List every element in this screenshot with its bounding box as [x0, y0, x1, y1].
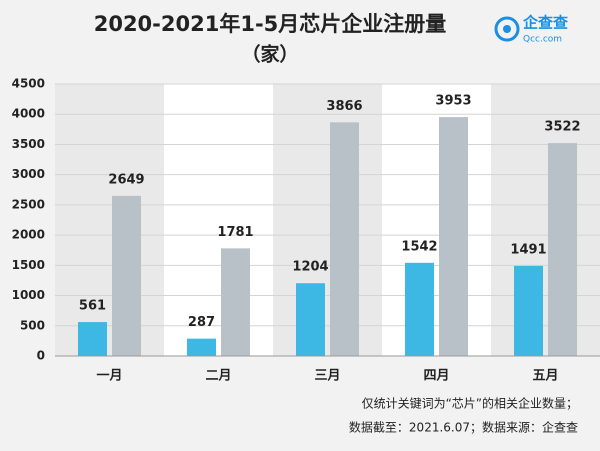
bar: [221, 248, 250, 356]
bar: [187, 338, 216, 356]
value-label: 3953: [435, 94, 471, 109]
bar: [112, 195, 141, 356]
bar: [548, 143, 577, 356]
logo-icon: [494, 16, 520, 42]
logo: 企查查 Qcc.com: [494, 14, 569, 45]
logo-icon-dot: [503, 25, 511, 33]
y-tick-label: 1500: [12, 258, 45, 272]
bar: [78, 322, 107, 356]
value-label: 561: [79, 299, 106, 314]
annotation: 仅统计关键词为“芯片”的相关企业数量；: [362, 396, 578, 411]
x-tick-label: 五月: [532, 369, 558, 384]
value-label: 3522: [544, 120, 580, 135]
band: [382, 84, 491, 356]
y-tick-label: 4500: [12, 77, 45, 91]
logo-domain: Qcc.com: [523, 35, 562, 45]
y-tick-label: 4000: [12, 107, 45, 121]
value-label: 2649: [108, 172, 144, 187]
logo-name: 企查查: [522, 14, 569, 32]
value-label: 1781: [217, 225, 253, 240]
band: [164, 84, 273, 356]
x-tick-label: 二月: [205, 369, 231, 384]
x-tick-label: 四月: [423, 369, 449, 384]
band: [273, 84, 382, 356]
y-tick-label: 3500: [12, 137, 45, 151]
band: [491, 84, 600, 356]
bar: [330, 122, 359, 356]
bar: [514, 265, 543, 356]
y-tick-label: 2000: [12, 228, 45, 242]
value-label: 1542: [401, 239, 437, 254]
chart-title: 2020-2021年1-5月芯片企业注册量: [94, 12, 447, 36]
x-tick-label: 三月: [314, 369, 340, 384]
y-tick-label: 1000: [12, 288, 45, 302]
y-tick-label: 0: [37, 349, 45, 363]
y-tick-label: 3000: [12, 167, 45, 181]
y-tick-label: 2500: [12, 197, 45, 211]
chart-subtitle: （家）: [241, 43, 298, 66]
annotation: 数据截至：2021.6.07；数据来源：企查查: [349, 420, 578, 435]
x-tick-label: 一月: [96, 369, 122, 384]
bar: [296, 283, 325, 356]
value-label: 1491: [510, 242, 546, 257]
value-label: 1204: [292, 260, 328, 275]
bar: [439, 117, 468, 356]
y-tick-label: 500: [20, 318, 45, 332]
value-label: 3866: [326, 99, 362, 114]
bar: [405, 262, 434, 356]
value-label: 287: [188, 315, 215, 330]
band: [55, 84, 164, 356]
